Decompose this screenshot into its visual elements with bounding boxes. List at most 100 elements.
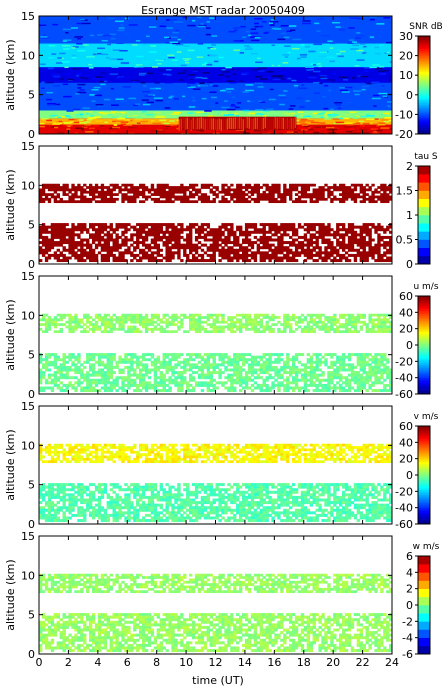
data-cell — [324, 327, 328, 331]
data-cell — [127, 195, 131, 199]
data-cell — [233, 238, 237, 242]
data-cell — [203, 353, 208, 357]
data-cell — [180, 378, 184, 382]
noise-cell — [254, 25, 264, 28]
data-cell — [86, 376, 90, 380]
data-cell — [130, 318, 134, 322]
noise-cell — [76, 72, 82, 75]
data-cell — [244, 256, 249, 260]
data-cell — [68, 195, 72, 199]
data-cell — [68, 320, 72, 324]
data-cell — [341, 197, 346, 201]
data-cell — [247, 233, 252, 237]
feature-stripe — [264, 116, 266, 129]
data-cell — [191, 358, 196, 362]
data-cell — [94, 327, 99, 331]
data-cell — [377, 228, 381, 232]
data-cell — [127, 316, 131, 319]
data-cell — [244, 251, 249, 255]
data-cell — [350, 368, 355, 372]
data-cell — [121, 225, 125, 229]
noise-cell — [260, 113, 265, 116]
data-cell — [333, 373, 337, 377]
data-cell — [297, 371, 302, 375]
data-cell — [274, 256, 278, 260]
data-cell — [327, 330, 331, 334]
data-cell — [118, 360, 122, 364]
data-cell — [91, 371, 96, 375]
noise-cell — [171, 114, 179, 117]
data-cell — [141, 188, 146, 192]
data-cell — [91, 368, 96, 372]
data-cell — [277, 360, 281, 364]
data-cell — [156, 230, 161, 234]
noise-cell — [192, 88, 201, 90]
data-cell — [297, 241, 302, 245]
data-cell — [306, 383, 311, 387]
data-cell — [227, 248, 231, 252]
data-cell — [71, 325, 75, 329]
data-cell — [144, 230, 149, 234]
data-cell — [59, 371, 63, 375]
noise-cell — [131, 44, 138, 46]
data-cell — [244, 360, 249, 364]
data-cell — [156, 193, 161, 196]
data-cell — [130, 259, 134, 263]
data-cell — [74, 325, 78, 329]
noise-cell — [77, 67, 82, 70]
data-cell — [65, 320, 69, 324]
data-cell — [303, 386, 308, 390]
data-cell — [139, 186, 143, 189]
data-cell — [121, 256, 125, 260]
data-cell — [368, 316, 372, 319]
data-cell — [112, 230, 116, 234]
data-cell — [303, 190, 308, 194]
noise-cell — [305, 116, 310, 119]
data-cell — [153, 228, 158, 232]
noise-cell — [297, 111, 304, 113]
data-cell — [283, 316, 287, 319]
data-cell — [374, 353, 378, 357]
data-cell — [197, 353, 202, 357]
data-cell — [230, 330, 234, 334]
noise-cell — [225, 88, 234, 90]
data-cell — [389, 230, 392, 234]
data-cell — [89, 190, 93, 194]
colorbar-cell — [418, 91, 430, 94]
data-cell — [333, 383, 337, 387]
data-cell — [365, 251, 369, 255]
data-cell — [356, 371, 361, 375]
noise-cell — [194, 69, 201, 71]
data-cell — [194, 383, 199, 387]
data-cell — [253, 241, 258, 245]
data-cell — [109, 365, 113, 369]
data-cell — [153, 230, 158, 234]
data-cell — [106, 381, 110, 385]
noise-cell — [62, 28, 72, 31]
noise-cell — [173, 98, 179, 100]
data-cell — [250, 378, 255, 382]
data-cell — [268, 327, 272, 331]
data-cell — [191, 243, 196, 247]
data-cell — [265, 368, 269, 372]
data-cell — [115, 243, 119, 247]
data-cell — [365, 228, 369, 232]
data-cell — [341, 256, 346, 260]
noise-cell — [305, 100, 310, 102]
data-cell — [236, 190, 240, 194]
data-cell — [350, 316, 355, 319]
colorbar-cell — [418, 94, 430, 97]
data-cell — [118, 188, 122, 192]
data-cell — [262, 365, 266, 369]
data-cell — [56, 183, 60, 187]
data-cell — [280, 233, 284, 237]
data-cell — [133, 371, 137, 375]
data-cell — [303, 228, 308, 232]
data-cell — [368, 368, 372, 372]
noise-cell — [99, 80, 108, 83]
data-cell — [374, 248, 378, 252]
data-cell — [239, 376, 243, 380]
data-cell — [321, 313, 325, 317]
noise-cell — [208, 115, 213, 117]
data-cell — [74, 256, 78, 260]
